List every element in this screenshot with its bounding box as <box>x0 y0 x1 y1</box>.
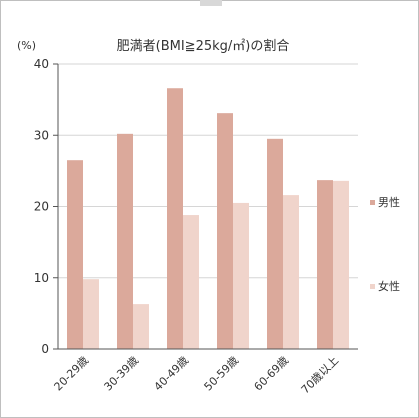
y-tick-label: 10 <box>34 271 49 285</box>
y-axis-unit-label: (%) <box>17 39 36 52</box>
bar-male <box>317 180 333 349</box>
gridlines <box>58 63 358 279</box>
x-tick-label: 30-39歳 <box>102 354 142 394</box>
x-tick-label: 40-49歳 <box>152 354 192 394</box>
x-tick-label: 60-69歳 <box>252 354 292 394</box>
y-tick-label: 20 <box>34 200 49 214</box>
bar-male <box>167 88 183 349</box>
bars <box>67 88 349 349</box>
y-tick-label: 40 <box>34 57 49 71</box>
y-tick-label: 0 <box>41 342 49 356</box>
legend-label: 男性 <box>378 195 400 209</box>
bar-female <box>133 304 149 349</box>
bar-female <box>83 279 99 349</box>
frame-tab-decoration <box>200 0 222 6</box>
x-tick-label: 20-29歳 <box>52 354 92 394</box>
bar-male <box>217 113 233 349</box>
bar-male <box>117 133 133 349</box>
bar-female <box>233 202 249 349</box>
x-tick-label: 70歳以上 <box>299 354 341 396</box>
legend-swatch <box>370 200 375 205</box>
legend-label: 女性 <box>378 279 400 293</box>
axes <box>53 63 358 350</box>
legend-swatch <box>370 284 375 289</box>
x-tick-label: 50-59歳 <box>202 354 242 394</box>
bar-female <box>183 215 199 349</box>
chart-title: 肥満者(BMI≧25kg/㎡)の割合 <box>117 38 290 54</box>
bar-male <box>267 138 283 349</box>
bar-female <box>283 195 299 349</box>
y-tick-label: 30 <box>34 128 49 142</box>
bar-female <box>333 180 349 349</box>
bar-male <box>67 160 83 349</box>
